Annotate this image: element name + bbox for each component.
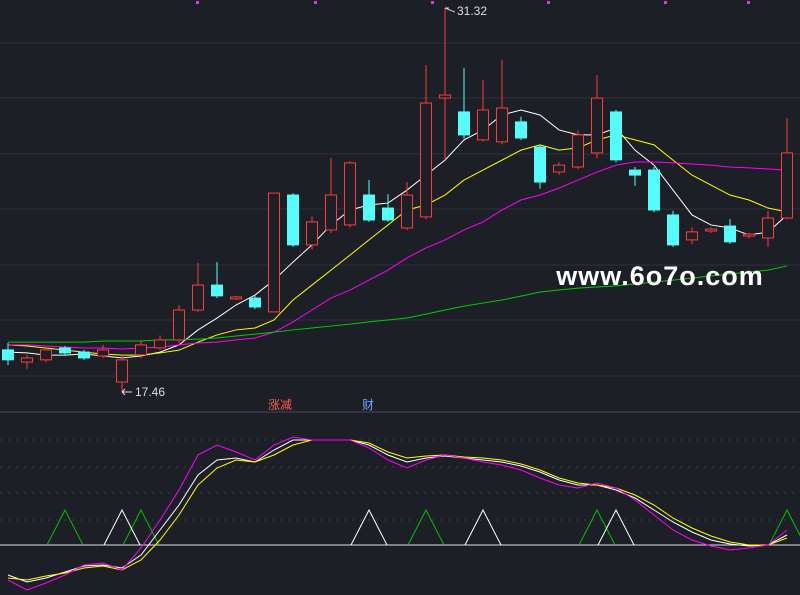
candle-body xyxy=(173,309,185,341)
dot xyxy=(547,1,550,4)
candle-body xyxy=(705,228,717,232)
signal-triangle xyxy=(407,508,445,546)
top-dots xyxy=(196,1,750,4)
dot xyxy=(431,1,434,4)
signal-triangle xyxy=(122,508,160,546)
candle-body xyxy=(591,97,603,154)
candle-body xyxy=(135,344,147,356)
candle-body xyxy=(211,284,223,297)
candle-body xyxy=(40,349,52,361)
high-label: 31.32 xyxy=(457,4,487,18)
dot xyxy=(664,1,667,4)
series-line xyxy=(7,439,788,581)
signal-triangle xyxy=(597,508,635,546)
candle-body xyxy=(610,111,622,161)
series-line xyxy=(8,265,788,343)
candle-body xyxy=(268,192,280,313)
candle-body xyxy=(553,164,565,173)
candle-body xyxy=(344,162,356,226)
tab-label: 财 xyxy=(362,398,374,412)
signal-triangle xyxy=(350,508,388,546)
signal-triangle xyxy=(46,508,84,546)
signal-triangle xyxy=(768,508,800,546)
low-label: 17.46 xyxy=(135,385,165,399)
candle-body xyxy=(629,169,641,176)
candle-body xyxy=(648,169,660,211)
candle-body xyxy=(781,152,793,219)
candle-body xyxy=(496,107,508,143)
candle-body xyxy=(762,217,774,239)
candle-body xyxy=(724,225,736,243)
candle-body xyxy=(2,349,14,361)
plot: 31.32 17.46 xyxy=(0,4,800,591)
tab-label: 涨减 xyxy=(268,397,292,412)
lower-grid xyxy=(0,439,800,521)
candle-body xyxy=(192,284,204,311)
dot xyxy=(747,1,750,4)
candle-body xyxy=(363,194,375,221)
candle-body xyxy=(287,194,299,246)
candle-body xyxy=(686,231,698,241)
annotation-arrow xyxy=(121,388,132,396)
candle-body xyxy=(667,214,679,246)
candle-body xyxy=(154,339,166,349)
series-line xyxy=(7,436,788,591)
series-line xyxy=(7,109,788,359)
annotation-arrow xyxy=(444,7,456,13)
candle-body xyxy=(420,102,432,218)
candle-body xyxy=(306,221,318,246)
candle-body xyxy=(401,194,413,229)
candle-body xyxy=(21,357,33,363)
candle-body xyxy=(382,207,394,221)
candle-body xyxy=(572,134,584,168)
series-line xyxy=(7,439,788,583)
signal-triangle xyxy=(464,508,502,546)
candle-body xyxy=(249,297,261,308)
candle-body xyxy=(477,109,489,141)
candle-body xyxy=(439,94,451,99)
candle-body xyxy=(458,111,470,136)
candle-body xyxy=(116,359,128,383)
signal-triangle xyxy=(578,508,616,546)
candle-body xyxy=(534,146,546,183)
grid xyxy=(0,42,800,377)
candle-body xyxy=(59,347,71,354)
dot xyxy=(314,1,317,4)
dot xyxy=(196,1,199,4)
watermark: www.6o7o.com xyxy=(555,261,764,291)
candle-body xyxy=(230,296,242,300)
candle-body xyxy=(78,351,90,359)
signal-triangle xyxy=(103,508,141,546)
candle-body xyxy=(97,349,109,357)
candle-body xyxy=(743,233,755,237)
candle-body xyxy=(325,194,337,231)
candle-body xyxy=(515,121,527,139)
